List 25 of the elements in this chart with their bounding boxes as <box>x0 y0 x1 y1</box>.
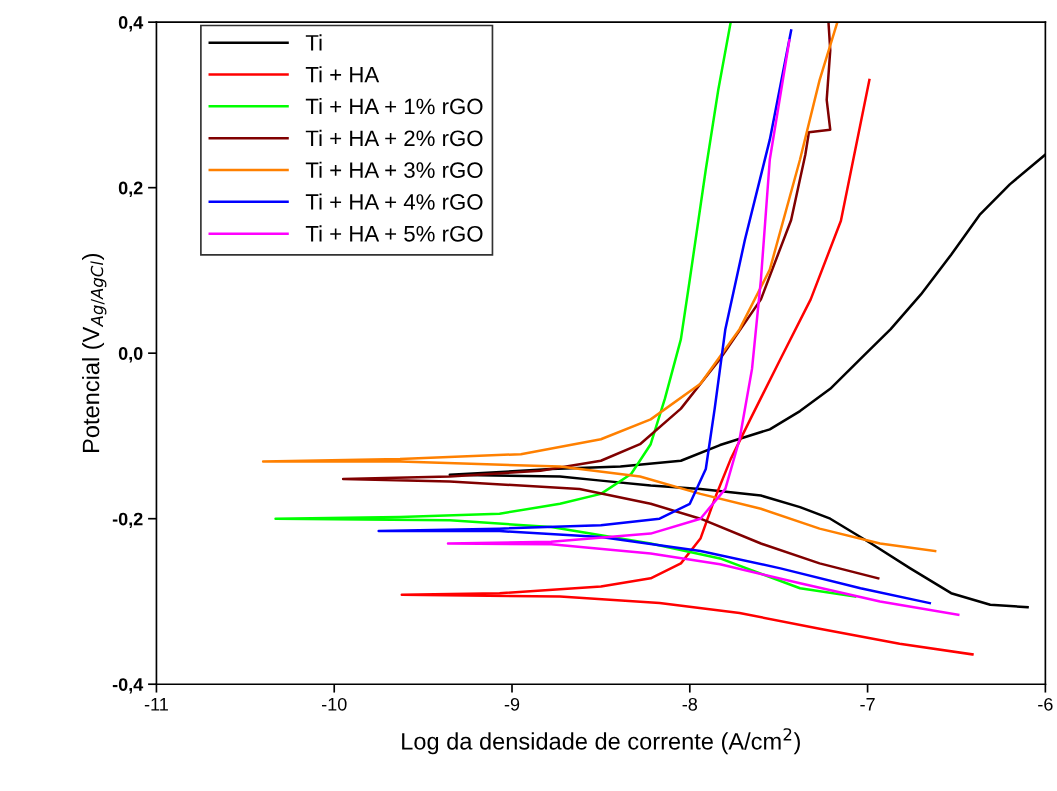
x-tick-label: -9 <box>504 697 520 711</box>
y-tick-label: -0,4 <box>112 678 144 694</box>
legend-label: Ti + HA + 5% rGO <box>305 225 483 242</box>
legend-label: Ti + HA + 4% rGO <box>305 193 483 210</box>
legend-label: Ti + HA + 2% rGO <box>305 129 483 147</box>
y-tick-label: 0,2 <box>118 181 143 197</box>
y-axis-title: Potencial (V$_{Ag/AgCl}$) <box>82 254 107 452</box>
line-series <box>377 29 932 605</box>
y-tick-label: -0,2 <box>112 512 143 529</box>
x-tick-label: -11 <box>144 698 168 711</box>
x-axis-title: Log da densidade de corrente (A/cm$^{2}$) <box>402 728 800 755</box>
x-tick-label: -6 <box>1038 697 1053 711</box>
legend-label: Ti + HA <box>305 66 380 83</box>
x-tick-label: -8 <box>682 697 698 711</box>
x-tick-label: -10 <box>321 697 347 711</box>
legend-label: Ti <box>305 34 322 51</box>
line-series <box>261 22 937 553</box>
y-tick-label: 0,4 <box>118 16 144 32</box>
line-series <box>400 78 974 656</box>
x-tick-label: -7 <box>860 698 875 711</box>
legend-label: Ti + HA + 1% rGO <box>305 98 483 115</box>
line-series <box>274 22 857 598</box>
y-tick-label: 0,0 <box>118 347 143 363</box>
legend-label: Ti + HA + 3% rGO <box>305 161 483 178</box>
line-series <box>341 22 880 580</box>
